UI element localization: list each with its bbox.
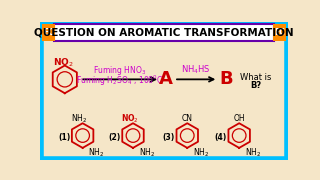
Text: NH$_4$HS: NH$_4$HS xyxy=(181,64,211,76)
FancyBboxPatch shape xyxy=(42,24,55,41)
Text: NH$_2$: NH$_2$ xyxy=(89,146,105,159)
Text: B: B xyxy=(219,70,233,88)
Text: A: A xyxy=(159,70,172,88)
Text: EC: EC xyxy=(274,28,285,37)
FancyBboxPatch shape xyxy=(41,22,287,159)
Text: EC: EC xyxy=(43,28,54,37)
Text: NH$_2$: NH$_2$ xyxy=(193,146,209,159)
Text: Fuming HNO$_3$: Fuming HNO$_3$ xyxy=(93,64,147,77)
Text: Fuming H$_2$SO$_4$ , 100$^0$C: Fuming H$_2$SO$_4$ , 100$^0$C xyxy=(76,74,164,88)
Text: (3): (3) xyxy=(163,133,175,142)
Text: NO$_2$: NO$_2$ xyxy=(121,112,139,125)
Text: NH$_2$: NH$_2$ xyxy=(71,112,88,125)
Text: What is: What is xyxy=(240,73,271,82)
Text: NH$_2$: NH$_2$ xyxy=(139,146,155,159)
Text: NH$_2$: NH$_2$ xyxy=(245,146,261,159)
Text: (1): (1) xyxy=(58,133,70,142)
Text: QUESTION ON AROMATIC TRANSFORMATION: QUESTION ON AROMATIC TRANSFORMATION xyxy=(34,28,294,38)
Text: NO$_2$: NO$_2$ xyxy=(53,56,74,69)
FancyBboxPatch shape xyxy=(54,24,274,41)
FancyBboxPatch shape xyxy=(273,24,286,41)
Text: CN: CN xyxy=(182,114,193,123)
Text: OH: OH xyxy=(233,114,245,123)
Text: (4): (4) xyxy=(214,133,227,142)
Text: B?: B? xyxy=(250,81,261,90)
Text: (2): (2) xyxy=(108,133,121,142)
